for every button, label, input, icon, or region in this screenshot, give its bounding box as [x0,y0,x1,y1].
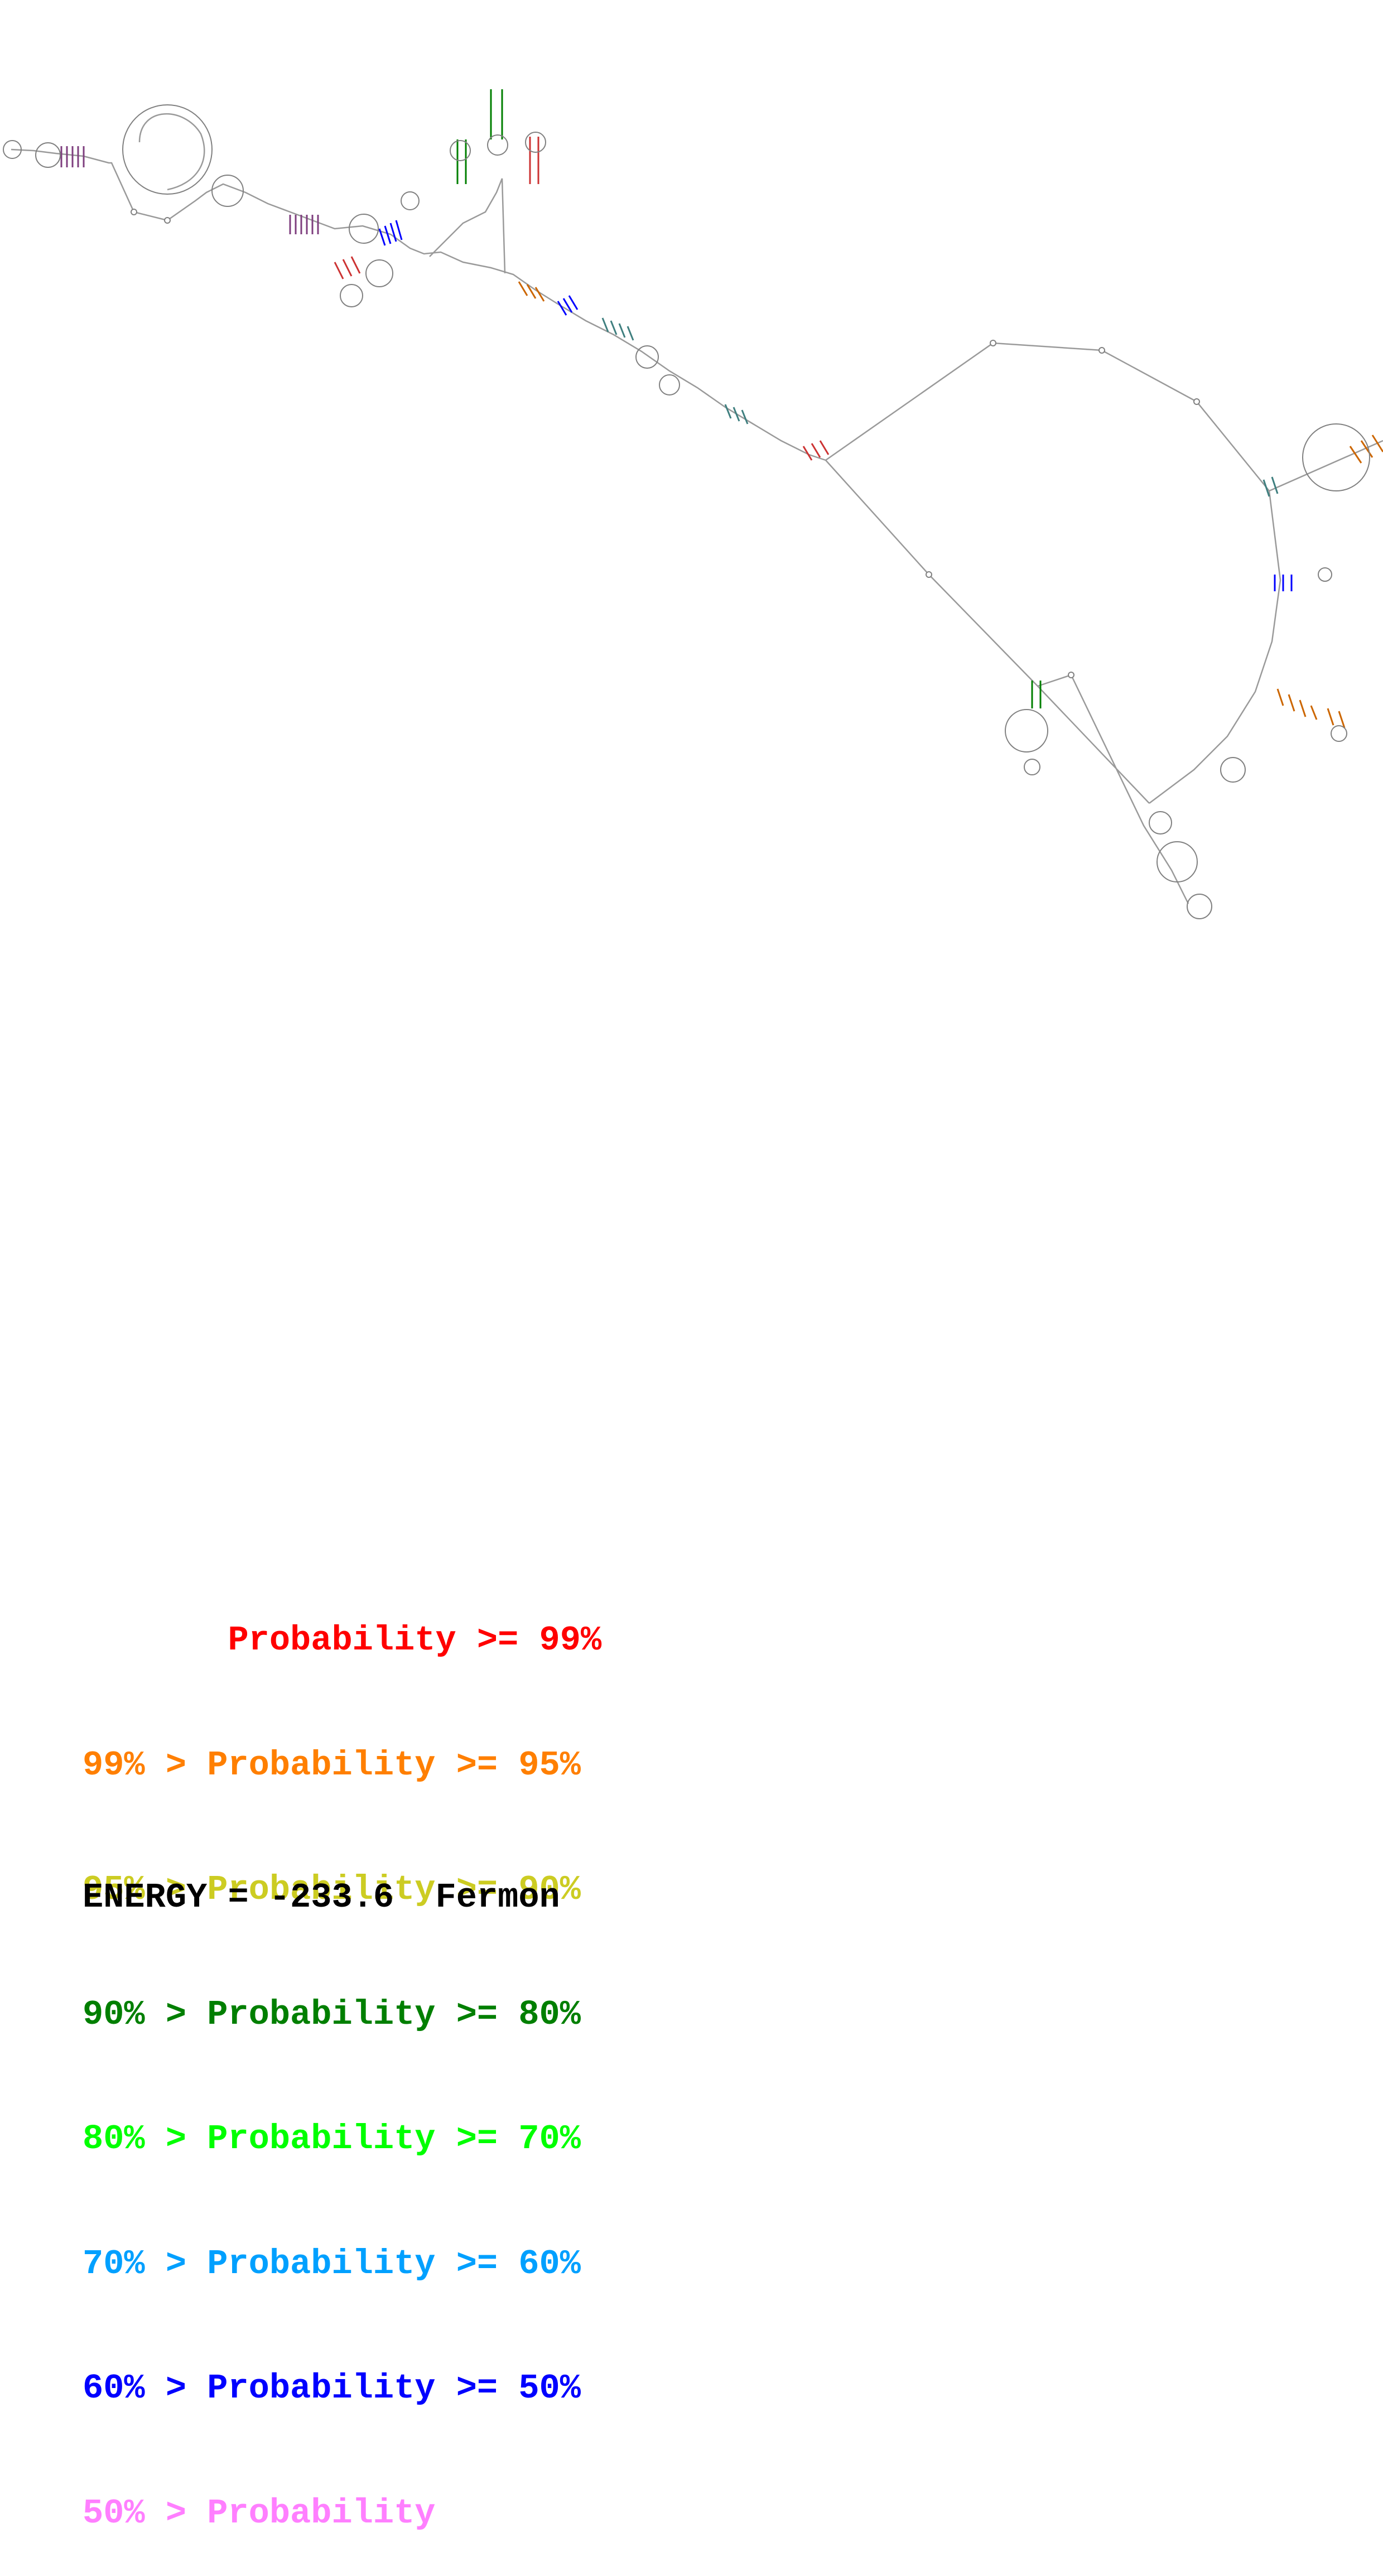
helix-orange-2 [1276,688,1346,729]
legend-item: Probability >= 99% [83,1620,602,1660]
helix-blue-1 [378,220,403,246]
helix-left-1 [60,146,85,167]
backbone-lower-return [825,460,1150,804]
nucleotide [1068,672,1074,678]
legend-item: 95% > Probability >= 90% [83,1870,581,1909]
hairpin-loop [450,140,471,161]
helix-teal-3 [1262,476,1279,497]
helix-blue-3 [1274,575,1293,591]
backbone-left-arm [11,148,826,461]
helix-green-1 [490,89,503,139]
hairpin-loop [1149,811,1172,834]
hairpin-loop [3,140,22,159]
hairpin-loop [1318,567,1332,582]
nucleotide [990,340,996,346]
hairpin-loop [35,142,61,168]
nucleotide [164,217,171,224]
hairpin-loop [1005,709,1048,752]
hairpin-loop [340,284,363,307]
backbone-left-loop [138,113,205,191]
hairpin-loop [487,134,508,156]
helix-red-2 [334,256,361,279]
hairpin-loop [365,259,393,287]
hairpin-loop [1220,757,1246,783]
hairpin-loop [401,191,420,210]
hairpin-loop [1156,841,1198,882]
rna-structure-diagram [3,89,1383,919]
backbone-large-loop [825,342,1281,804]
helix-teal-1 [601,317,634,341]
nucleotide [1193,398,1200,405]
hairpin-loop [1302,423,1370,491]
hairpin-loop [122,104,213,195]
helix-left-2 [289,215,319,234]
legend-item: 70% > Probability >= 60% [83,2244,581,2284]
nucleotide [1098,347,1105,354]
legend-item: 60% > Probability >= 50% [83,2368,581,2408]
hairpin-loop [635,345,659,369]
helix-blue-2 [557,295,579,316]
legend-item: 80% > Probability >= 70% [83,2119,581,2159]
hairpin-loop [659,374,680,395]
nucleotide [926,571,932,578]
nucleotide [131,209,137,215]
helix-red-1 [529,137,539,184]
hairpin-loop [1331,725,1347,742]
probability-legend: Probability >= 99% 99% > Probability >= … [83,1537,601,2576]
backbone-upper-multiloop [429,178,506,274]
helix-orange-3 [1349,435,1383,464]
helix-green-3 [1031,681,1042,708]
legend-item: 99% > Probability >= 95% [83,1745,581,1785]
legend-item: 50% > Probability [83,2493,436,2533]
hairpin-loop [1187,894,1212,919]
helix-green-2 [456,139,467,184]
energy-label: ENERGY = -233.6 Fermon [83,1878,560,1917]
hairpin-loop [349,214,379,244]
hairpin-loop [1024,759,1040,775]
hairpin-loop [525,132,546,153]
backbone-branch-right [1269,440,1383,492]
hairpin-loop [211,175,244,207]
helix-teal-2 [724,404,749,424]
helix-red-3 [802,440,830,461]
legend-item: 90% > Probability >= 80% [83,1994,581,2034]
helix-orange-1 [518,281,545,302]
